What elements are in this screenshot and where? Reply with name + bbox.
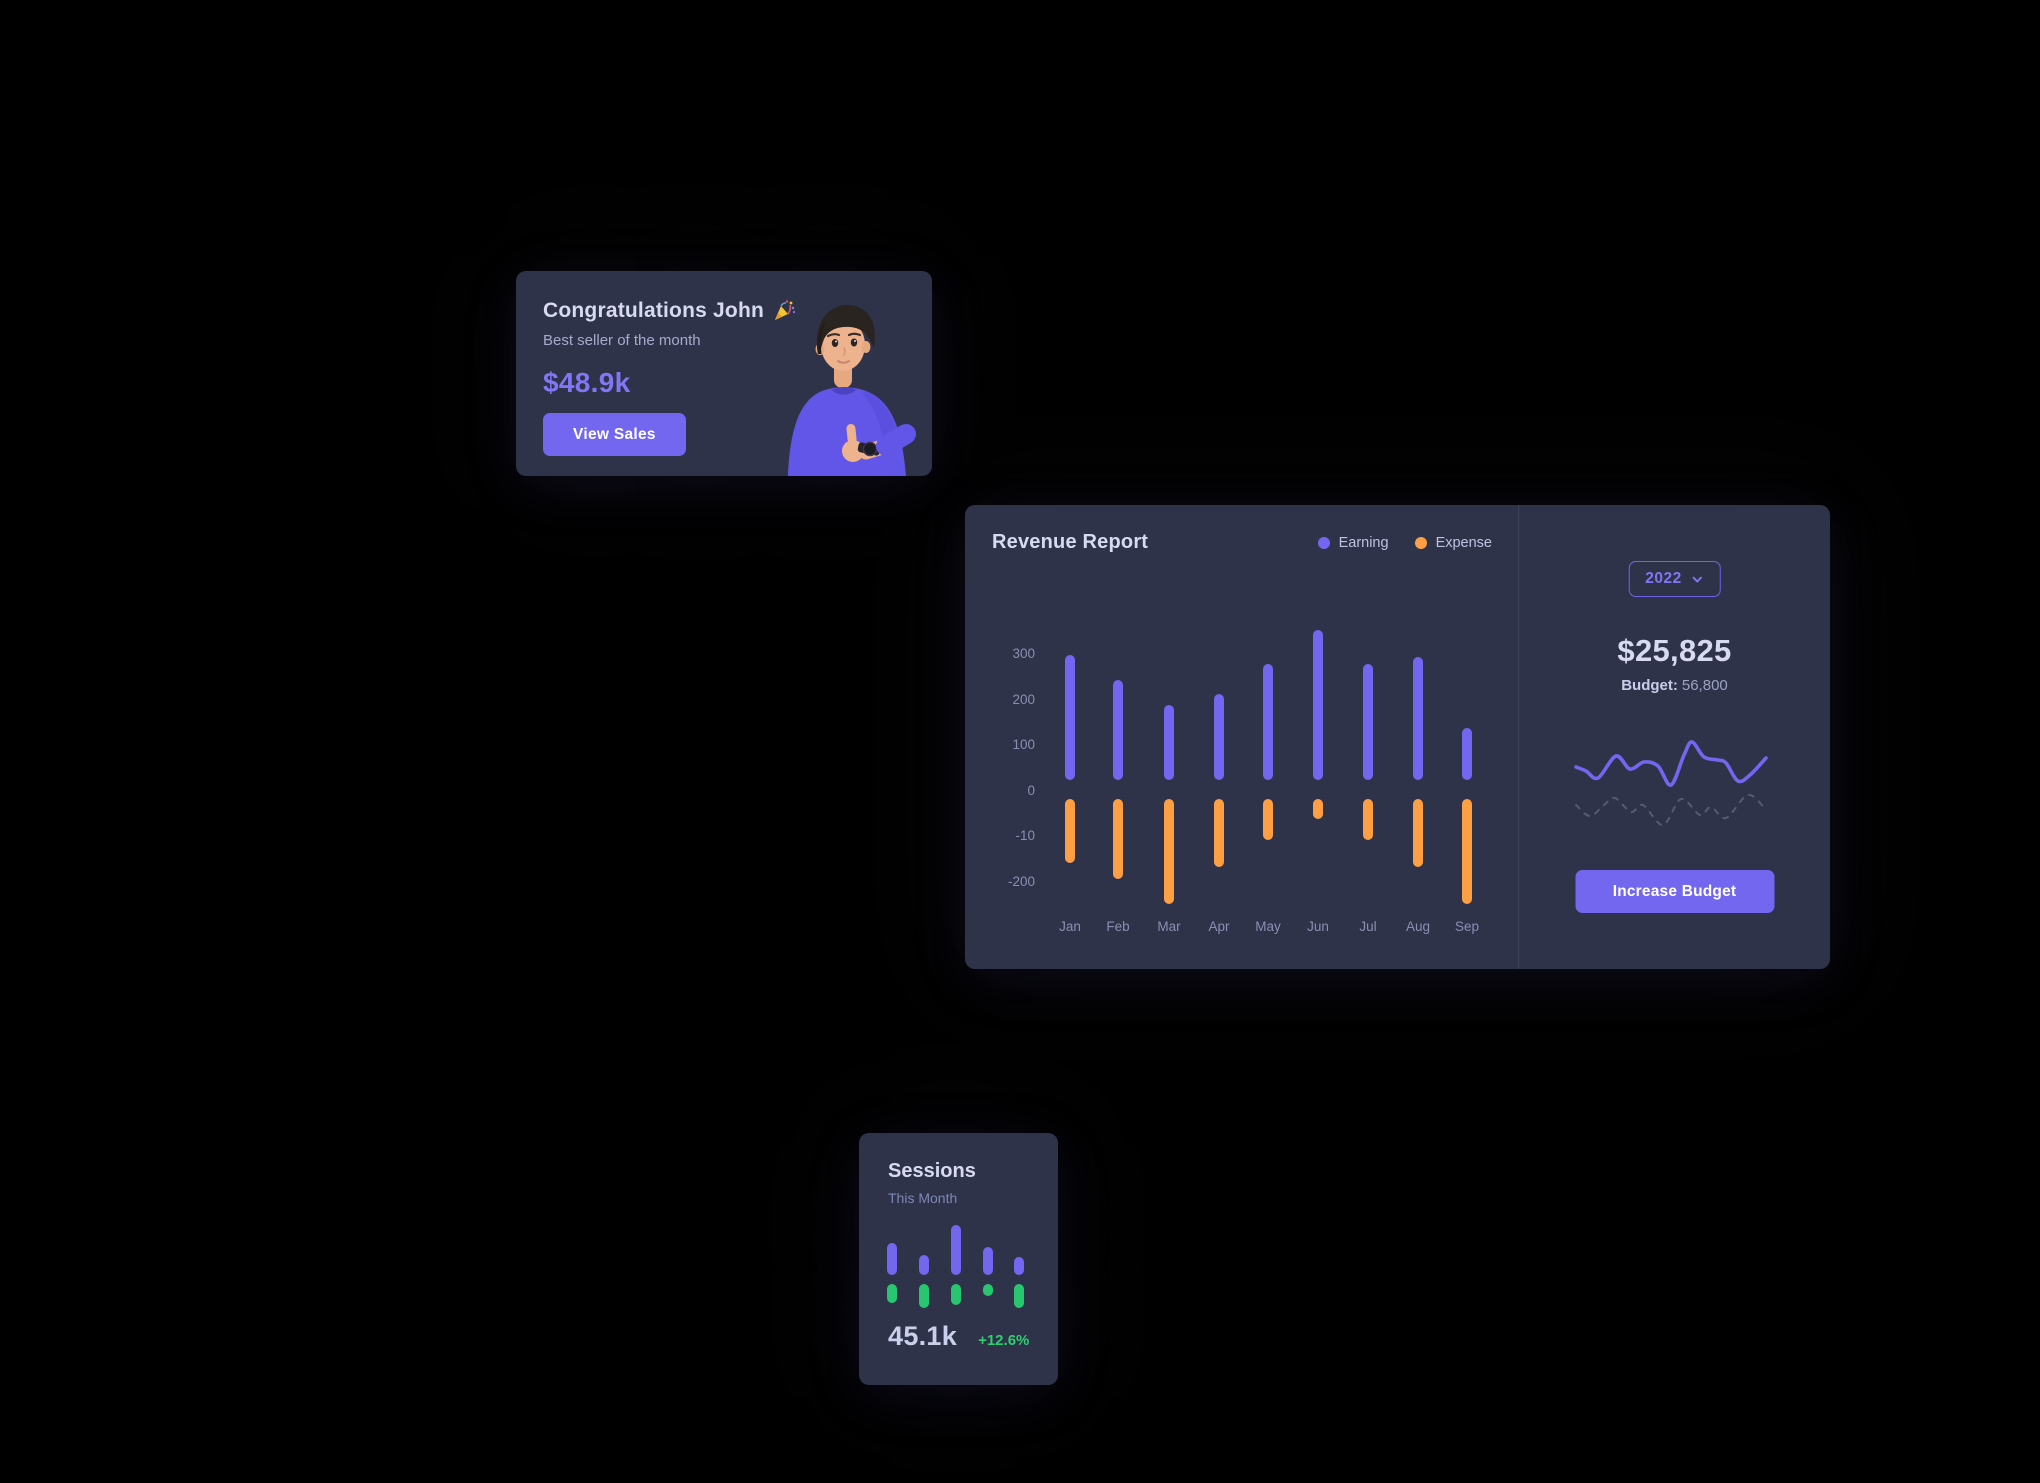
- sessions-footer: 45.1k +12.6%: [888, 1321, 1029, 1352]
- actual-line: [1574, 740, 1768, 787]
- earning-bar: [1263, 664, 1273, 780]
- year-dropdown[interactable]: 2022: [1628, 561, 1721, 597]
- revenue-chart-section: Revenue Report Earning Expense 300 200 100…: [965, 505, 1518, 969]
- expense-bar: [1214, 799, 1224, 868]
- session-bar-bottom: [887, 1284, 897, 1303]
- expense-bar: [1065, 799, 1075, 863]
- y-axis-tick-label: 0: [1027, 782, 1035, 798]
- session-bar-bottom: [1014, 1284, 1024, 1308]
- congrats-title: Congratulations John: [543, 299, 796, 323]
- y-axis-tick-label: -10: [1015, 828, 1035, 844]
- sessions-delta: +12.6%: [978, 1332, 1030, 1349]
- session-bar-bottom: [919, 1284, 929, 1308]
- budget-text: Budget: 56,800: [1519, 677, 1830, 694]
- expense-bar: [1363, 799, 1373, 840]
- revenue-report-card: Revenue Report Earning Expense 300 200 100…: [965, 505, 1830, 969]
- y-axis-tick-label: 200: [1012, 691, 1035, 707]
- expense-bar: [1313, 799, 1323, 820]
- congrats-subtitle: Best seller of the month: [543, 332, 701, 349]
- view-sales-button[interactable]: View Sales: [543, 413, 686, 456]
- x-axis-label: Jan: [1059, 919, 1081, 934]
- revenue-title: Revenue Report: [992, 531, 1149, 553]
- sessions-card: Sessions This Month 45.1k +12.6%: [859, 1133, 1058, 1385]
- session-bar-top: [919, 1255, 929, 1275]
- y-axis-tick-label: 100: [1012, 737, 1035, 753]
- chart-legend: Earning Expense: [1317, 535, 1492, 551]
- x-axis-label: Apr: [1208, 919, 1230, 934]
- earning-legend-dot: [1317, 537, 1330, 549]
- expense-legend-dot: [1414, 537, 1427, 549]
- expense-bar: [1164, 799, 1174, 904]
- congratulations-card: Congratulations John Best seller of the …: [516, 271, 932, 476]
- session-bar-top: [951, 1225, 961, 1275]
- earning-legend-label: Earning: [1338, 535, 1389, 551]
- earning-bar: [1462, 728, 1472, 780]
- earning-bar: [1113, 680, 1123, 780]
- budget-panel: 2022 $25,825 Budget: 56,800 Increase Budg…: [1519, 505, 1830, 969]
- earning-bar: [1413, 657, 1423, 780]
- congrats-title-text: Congratulations John: [543, 299, 764, 322]
- expense-bar: [1263, 799, 1273, 840]
- earning-bar: [1214, 693, 1224, 780]
- legend-item-expense[interactable]: Expense: [1414, 535, 1492, 551]
- expense-bar: [1413, 799, 1423, 868]
- john-avatar-illustration: [788, 304, 916, 476]
- year-dropdown-value: 2022: [1645, 570, 1682, 587]
- x-axis-label: Feb: [1106, 919, 1130, 934]
- budget-dashed-line: [1575, 793, 1767, 826]
- congrats-amount: $48.9k: [543, 367, 631, 398]
- sessions-value: 45.1k: [888, 1321, 958, 1351]
- earning-bar: [1313, 629, 1323, 780]
- expense-legend-label: Expense: [1435, 535, 1492, 551]
- party-popper-icon: [775, 300, 796, 320]
- x-axis-label: Jun: [1307, 919, 1329, 934]
- x-axis-label: May: [1255, 919, 1281, 934]
- x-axis-label: Aug: [1405, 919, 1431, 934]
- sessions-subtitle: This Month: [888, 1190, 958, 1206]
- session-bar-top: [983, 1247, 993, 1275]
- expense-bar: [1462, 799, 1472, 904]
- session-bar-bottom: [983, 1284, 993, 1296]
- x-axis-label: Jul: [1359, 919, 1377, 934]
- budget-value: 56,800: [1681, 677, 1728, 694]
- panel-divider: [1518, 505, 1519, 969]
- earning-bar: [1363, 664, 1373, 780]
- budget-line-chart: [1574, 740, 1768, 826]
- budget-label: Budget:: [1621, 677, 1678, 694]
- session-bar-bottom: [951, 1284, 961, 1305]
- session-bar-top: [1014, 1257, 1024, 1275]
- y-axis-tick-label: 300: [1012, 646, 1035, 661]
- x-axis-label: Mar: [1157, 919, 1181, 934]
- chevron-down-icon: [1692, 576, 1702, 583]
- sessions-mini-chart: [883, 1223, 1035, 1313]
- expense-bar: [1113, 799, 1123, 879]
- revenue-total: $25,825: [1617, 633, 1732, 668]
- increase-budget-button[interactable]: Increase Budget: [1575, 870, 1774, 913]
- congrats-text-block: Congratulations John Best seller of the …: [543, 299, 796, 456]
- revenue-bar-chart: 300 200 100 0 -10 -200 Jan Feb Mar Apr May Jun Jul Au…: [965, 505, 1518, 969]
- sessions-title: Sessions: [888, 1160, 976, 1182]
- legend-item-earning[interactable]: Earning: [1317, 535, 1389, 551]
- earning-bar: [1164, 705, 1174, 780]
- earning-bar: [1065, 654, 1075, 780]
- x-axis-label: Sep: [1454, 919, 1480, 934]
- y-axis-tick-label: -200: [1007, 874, 1035, 889]
- session-bar-top: [887, 1243, 897, 1275]
